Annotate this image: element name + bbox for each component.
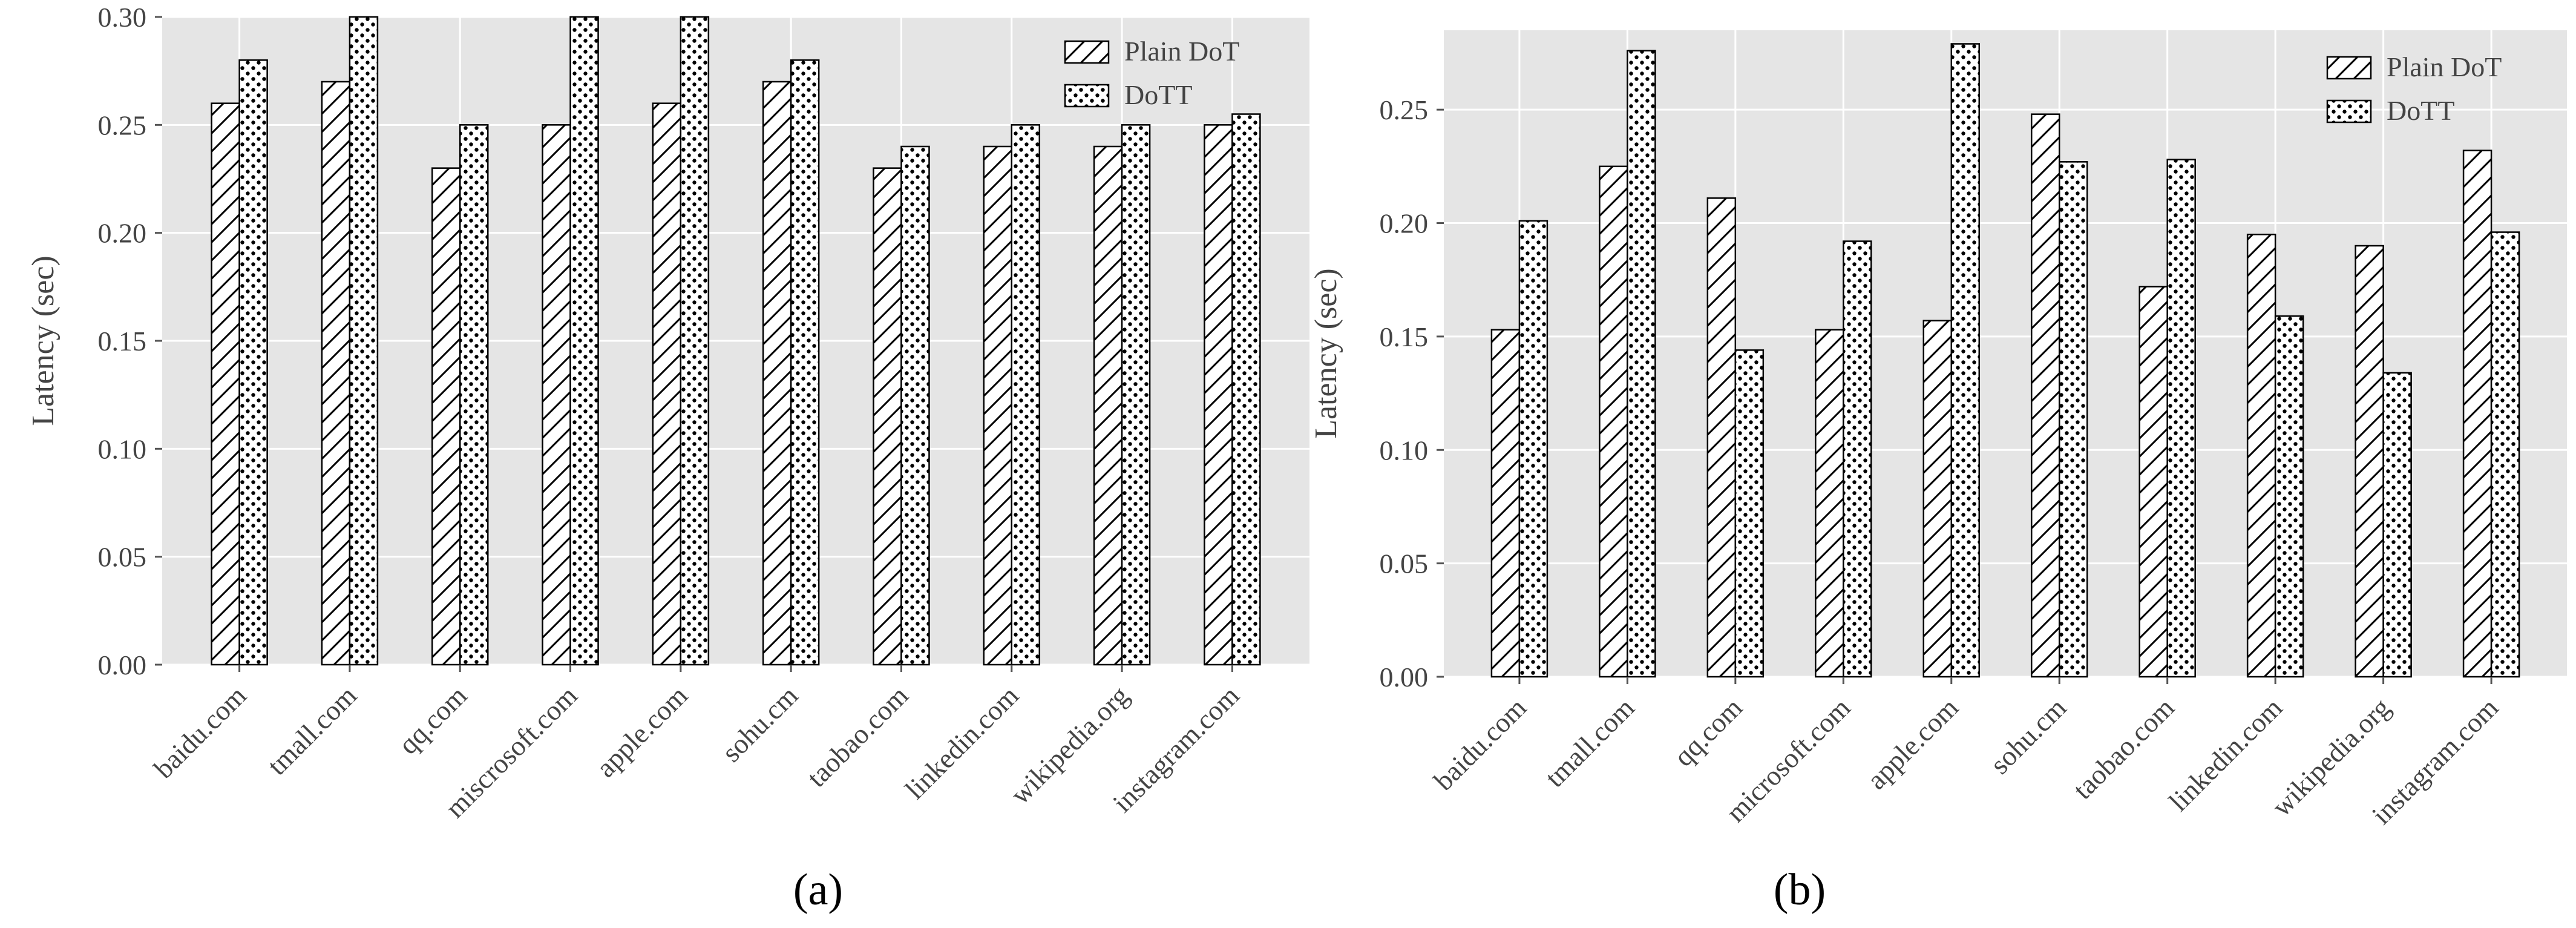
legend-label-plain-dot: Plain DoT xyxy=(1124,36,1239,67)
bar-plain-dot xyxy=(1490,329,1521,678)
bar-dott xyxy=(1518,220,1549,678)
y-tick-label: 0.10 xyxy=(98,433,147,464)
x-tick-label: taobao.com xyxy=(2067,692,2180,805)
y-tick-label: 0.15 xyxy=(98,326,147,357)
bar-dott xyxy=(349,16,379,666)
x-tick-label: sohu.cm xyxy=(716,680,804,768)
y-tick-label: 0.05 xyxy=(98,542,147,573)
bar-dott xyxy=(1843,240,1872,678)
y-tick-label: 0.25 xyxy=(98,110,147,140)
y-tick-label: 0.15 xyxy=(1380,321,1429,352)
y-tick-label: 0.00 xyxy=(98,650,147,680)
bar-dott xyxy=(2382,372,2412,678)
bar-plain-dot xyxy=(431,167,461,666)
bar-plain-dot xyxy=(652,102,682,666)
bar-plain-dot xyxy=(2030,113,2060,678)
bar-dott xyxy=(2274,315,2304,678)
bar-plain-dot xyxy=(211,102,240,666)
panel-label-b: (b) xyxy=(1774,865,1826,915)
x-tick-label: sohu.cm xyxy=(1984,692,2073,780)
bar-dott xyxy=(2166,159,2196,678)
bar-plain-dot xyxy=(873,167,902,666)
legend-label-plain-dot: Plain DoT xyxy=(2387,51,2502,82)
bar-dott xyxy=(1627,50,1656,678)
bar-dott xyxy=(680,16,710,666)
bar-dott xyxy=(238,59,268,666)
bar-plain-dot xyxy=(2462,150,2492,678)
bar-dott xyxy=(459,124,489,666)
legend-swatch-plain-dot xyxy=(1064,40,1110,64)
bar-plain-dot xyxy=(2138,286,2168,678)
bar-dott xyxy=(2490,231,2520,678)
chart-a: 0.00 0.05 0.10 0.15 0.20 0.25 0.30 baidu.com tma… xyxy=(26,2,1309,824)
x-tick-label: tmall.com xyxy=(1539,692,1640,793)
y-tick-label: 0.00 xyxy=(1380,662,1429,693)
bar-dott xyxy=(1121,124,1151,666)
bar-dott xyxy=(569,16,599,666)
bar-plain-dot xyxy=(1922,320,1953,678)
bar-dott xyxy=(1734,349,1765,678)
bar-plain-dot xyxy=(2355,245,2384,678)
x-tick-label: baidu.com xyxy=(1428,692,1533,797)
bar-plain-dot xyxy=(762,81,792,666)
bar-plain-dot xyxy=(1706,197,1737,678)
x-tick-label: baidu.com xyxy=(148,680,252,785)
bar-plain-dot xyxy=(321,81,351,666)
bar-dott xyxy=(1231,113,1261,666)
chart-b: 0.00 0.05 0.10 0.15 0.20 0.25 baidu.com tmall.c… xyxy=(1309,30,2567,830)
x-tick-label: tmall.com xyxy=(261,680,362,781)
x-tick-label: taobao.com xyxy=(801,680,914,793)
y-tick-label: 0.20 xyxy=(98,218,147,249)
bar-plain-dot xyxy=(2246,234,2276,678)
legend-swatch-dott xyxy=(2326,99,2372,123)
bar-dott xyxy=(1011,124,1041,666)
y-axis-label: Latency (sec) xyxy=(1309,268,1343,438)
panel-label-a: (a) xyxy=(793,865,843,915)
y-tick-label: 0.25 xyxy=(1380,94,1429,125)
x-tick-label: qq.com xyxy=(393,680,473,760)
bar-dott xyxy=(900,145,930,666)
legend-swatch-dott xyxy=(1064,84,1110,108)
legend-label-dott: DoTT xyxy=(1124,79,1192,110)
bar-plain-dot xyxy=(1599,165,1628,678)
bar-dott xyxy=(2058,161,2088,678)
bar-plain-dot xyxy=(1093,145,1123,666)
x-tick-label: qq.com xyxy=(1668,692,1748,772)
legend-swatch-plain-dot xyxy=(2326,56,2372,80)
bar-plain-dot xyxy=(983,145,1013,666)
legend-label-dott: DoTT xyxy=(2387,95,2454,126)
x-tick-label: apple.com xyxy=(1861,692,1964,795)
x-tick-label: apple.com xyxy=(590,680,693,783)
y-tick-label: 0.30 xyxy=(98,2,147,33)
y-axis-label: Latency (sec) xyxy=(26,255,61,426)
y-tick-label: 0.20 xyxy=(1380,208,1429,239)
y-tick-label: 0.10 xyxy=(1380,435,1429,466)
bar-dott xyxy=(1950,43,1981,678)
bar-dott xyxy=(790,59,820,666)
bar-plain-dot xyxy=(1815,329,1844,678)
bar-plain-dot xyxy=(1204,124,1233,666)
y-tick-label: 0.05 xyxy=(1380,548,1429,579)
bar-plain-dot xyxy=(542,124,571,666)
